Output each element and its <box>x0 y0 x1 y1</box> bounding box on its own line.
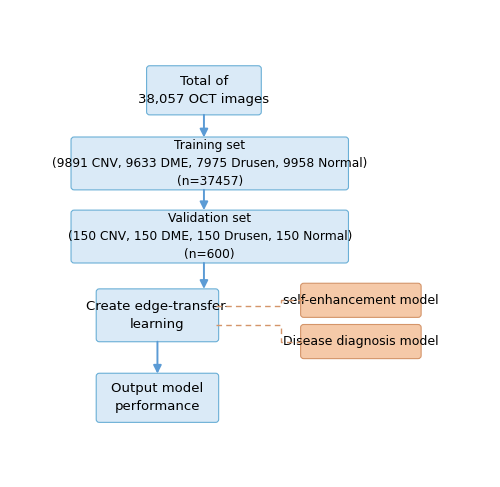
FancyBboxPatch shape <box>300 283 421 318</box>
Text: Training set
(9891 CNV, 9633 DME, 7975 Drusen, 9958 Normal)
(n=37457): Training set (9891 CNV, 9633 DME, 7975 D… <box>52 139 368 188</box>
Text: Total of
38,057 OCT images: Total of 38,057 OCT images <box>138 75 270 106</box>
FancyBboxPatch shape <box>300 324 421 358</box>
Text: Output model
performance: Output model performance <box>112 382 204 413</box>
Text: Validation set
(150 CNV, 150 DME, 150 Drusen, 150 Normal)
(n=600): Validation set (150 CNV, 150 DME, 150 Dr… <box>68 212 352 261</box>
Text: self-enhancement model: self-enhancement model <box>283 294 438 307</box>
Text: Disease diagnosis model: Disease diagnosis model <box>283 335 438 348</box>
Text: Create edge-transfer-
learning: Create edge-transfer- learning <box>86 300 229 331</box>
FancyBboxPatch shape <box>71 210 348 263</box>
FancyBboxPatch shape <box>71 137 348 190</box>
FancyBboxPatch shape <box>96 289 218 342</box>
FancyBboxPatch shape <box>146 66 262 115</box>
FancyBboxPatch shape <box>96 373 218 422</box>
